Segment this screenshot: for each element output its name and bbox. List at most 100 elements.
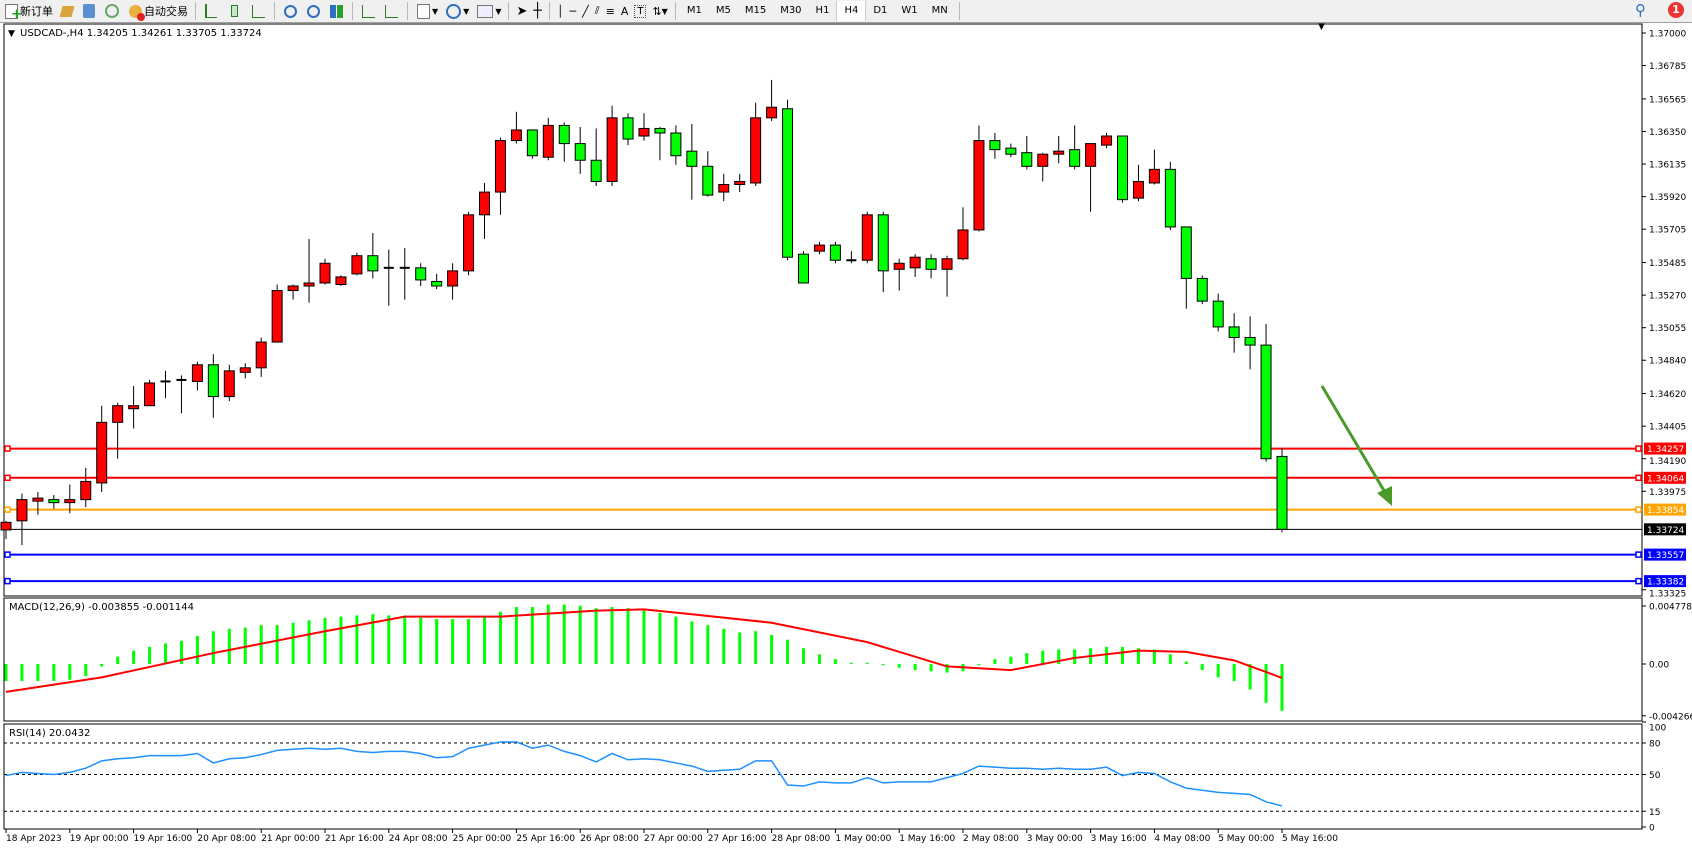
macd-panel[interactable] [3,597,1643,722]
level-handle-icon [1635,577,1642,585]
zoom-out-button[interactable] [302,1,325,21]
toolbar-divider [195,2,196,20]
candle-body [1085,143,1097,167]
chart-shift-marker-icon[interactable]: ▼ [1318,23,1325,32]
vertical-line-button[interactable]: │ [554,1,567,21]
timeframe-d1[interactable]: D1 [873,5,888,16]
level-price-label: 1.33724 [1647,526,1684,536]
candle-body [670,132,682,157]
candle [606,105,618,187]
candle-body [0,521,12,531]
data-folder-button[interactable] [56,1,78,21]
down-arrow-annotation[interactable] [1320,385,1392,506]
time-label: 25 Apr 00:00 [453,834,512,844]
timeframe-h4[interactable]: H4 [836,1,867,21]
candle [191,361,203,391]
search-icon[interactable]: ⚲ [1635,1,1646,19]
equidistant-channel-button[interactable]: ⫽ [592,1,603,21]
candle [16,493,28,546]
chart-window[interactable]: ▼ USDCAD-,H4 1.34205 1.34261 1.33705 1.3… [0,23,1692,851]
candle [542,117,554,161]
cursor-button[interactable]: ➤ [513,1,530,21]
line-chart-button[interactable] [247,1,270,21]
zoom-in-button[interactable] [279,1,302,21]
indicators-button[interactable]: ▼ [412,1,441,21]
candle-body [702,165,714,196]
clock-icon [446,3,462,19]
chart-shift-button[interactable] [380,1,403,21]
auto-scroll-button[interactable] [357,1,380,21]
auto-trading-button[interactable]: 自动交易 [124,1,191,21]
timeframe-m1[interactable]: M1 [686,5,702,16]
time-label: 20 Apr 08:00 [197,834,256,844]
fibonacci-button[interactable]: ≡ [603,1,618,21]
timeframe-bar: M1 M5 M15 M30 H1 H4 D1 W1 MN [680,1,955,21]
template-icon [477,4,494,18]
candle [479,182,490,240]
timeframe-w1[interactable]: W1 [901,5,918,16]
crosshair-button[interactable]: ┼ [530,1,544,21]
candle-body [989,140,1001,151]
level-handle-icon [1635,506,1642,513]
timeframe-m30[interactable]: M30 [780,5,802,16]
candle-body [973,140,985,231]
candle-body [782,108,794,258]
chart-collapse-icon[interactable]: ▼ [8,29,15,39]
level-price-tag [1644,503,1686,516]
timeframe-m15[interactable]: M15 [744,5,767,16]
signals-button[interactable] [100,1,124,21]
candle [48,495,60,509]
candle [510,111,522,144]
cursor-icon: ➤ [516,3,528,19]
candle-body [590,159,602,182]
candle-body [909,256,921,269]
text-button[interactable]: A [618,1,632,21]
candle [702,151,714,197]
timeframe-h1[interactable]: H1 [815,5,830,16]
new-order-button[interactable]: + 新订单 [0,1,56,22]
candle [1180,226,1192,309]
navigator-button[interactable] [78,1,100,21]
candle [750,102,762,187]
horizontal-line-button[interactable]: ─ [566,1,579,21]
candle [1021,136,1033,170]
bar-chart-button[interactable] [200,1,222,21]
level-price-tag [1644,442,1686,455]
level-handle-icon [4,551,11,558]
channel-icon: ⫽ [594,4,600,17]
arrow-shaft [1320,385,1388,495]
horizontal-line-icon: ─ [569,4,577,18]
auto-trading-label: 自动交易 [144,5,188,18]
arrows-button[interactable]: ⇅ ▼ [649,1,670,21]
price-label: 1.33975 [1649,488,1686,498]
tile-windows-button[interactable] [325,1,348,21]
toolbar-divider [407,2,408,20]
trendline-button[interactable]: ╱ [579,1,592,21]
macd-axis-label: -0.004266 [1649,712,1692,722]
candle-body [479,191,490,216]
candlestick-chart-button[interactable] [222,1,247,21]
timeframe-mn[interactable]: MN [931,5,948,16]
candle-body [766,106,778,119]
candle-body [1196,277,1208,302]
rsi-panel[interactable] [3,723,1643,830]
notification-badge[interactable]: 1 [1668,2,1684,18]
candle-body [1037,153,1049,167]
level-price-label: 1.33854 [1647,506,1684,516]
candle [80,467,92,508]
templates-button[interactable]: ▼ [472,1,504,21]
candle-body [1180,226,1192,279]
toolbar-divider [548,2,550,20]
candle [1005,143,1017,158]
candle [128,385,140,429]
chart-header: USDCAD-,H4 1.34205 1.34261 1.33705 1.337… [20,28,262,39]
candle [239,363,251,379]
candle-body [1021,152,1033,167]
text-label-button[interactable]: T [631,1,649,21]
dropdown-arrow-icon: ▼ [432,6,439,16]
candle [989,132,1001,159]
periods-button[interactable]: ▼ [441,1,472,21]
timeframe-m5[interactable]: M5 [715,5,731,16]
dropdown-arrow-icon: ▼ [463,6,470,16]
candle [144,379,156,407]
